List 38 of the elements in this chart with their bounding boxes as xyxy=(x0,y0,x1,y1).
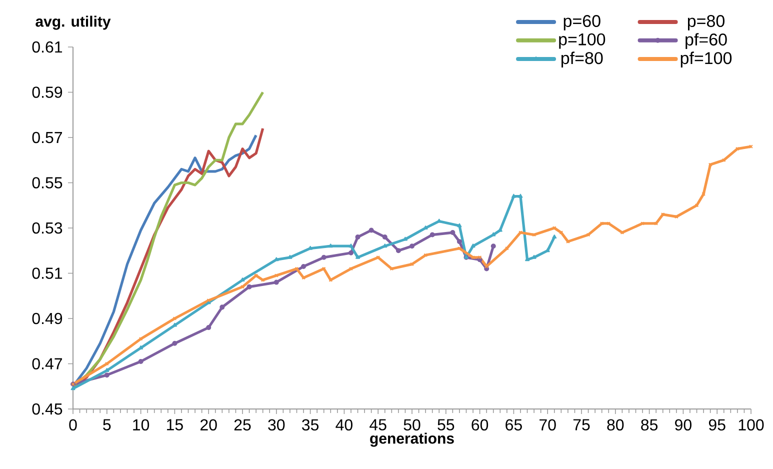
x-tick-label: 90 xyxy=(675,419,692,431)
x-tick-label: 0 xyxy=(69,419,77,431)
y-tick-label: 0.59 xyxy=(32,86,62,98)
x-tick-label: 70 xyxy=(540,419,556,431)
x-tick-label: 50 xyxy=(404,419,420,431)
x-tick-label: 75 xyxy=(573,419,590,430)
x-tick-label: 25 xyxy=(234,419,251,431)
x-axis-title: generations xyxy=(370,432,454,447)
legend-label: pf=60 xyxy=(686,33,727,49)
x-tick-label: 60 xyxy=(472,419,488,431)
y-axis-title: avg. utility xyxy=(36,16,111,30)
x-tick-label: 95 xyxy=(708,419,726,431)
x-tick-label: 55 xyxy=(438,419,454,430)
legend-label: pf=100 xyxy=(680,52,732,68)
x-tick-label: 85 xyxy=(641,419,658,431)
x-tick-label: 5 xyxy=(103,419,111,430)
legend-label: pf=80 xyxy=(561,52,603,68)
y-tick-label: 0.53 xyxy=(32,222,62,234)
x-tick-label: 30 xyxy=(268,419,285,431)
x-tick-label: 100 xyxy=(738,419,764,431)
y-tick-label: 0.47 xyxy=(32,358,62,370)
y-tick-label: 0.45 xyxy=(32,403,62,415)
x-tick-label: 80 xyxy=(607,419,624,431)
x-tick-label: 15 xyxy=(167,419,183,430)
legend-label: p=60 xyxy=(564,14,600,30)
x-tick-label: 10 xyxy=(133,419,150,431)
legend-label: p=80 xyxy=(688,14,724,30)
y-tick-label: 0.51 xyxy=(32,268,62,279)
x-tick-label: 45 xyxy=(370,419,386,430)
y-tick-label: 0.55 xyxy=(32,177,62,188)
x-tick-label: 40 xyxy=(336,419,352,431)
legend-label: p=100 xyxy=(559,33,606,49)
y-tick-label: 0.49 xyxy=(32,312,62,324)
y-tick-label: 0.57 xyxy=(32,132,62,144)
x-tick-label: 35 xyxy=(302,419,319,431)
y-tick-label: 0.61 xyxy=(32,41,62,53)
x-tick-label: 20 xyxy=(200,419,217,431)
x-tick-label: 65 xyxy=(506,419,522,431)
